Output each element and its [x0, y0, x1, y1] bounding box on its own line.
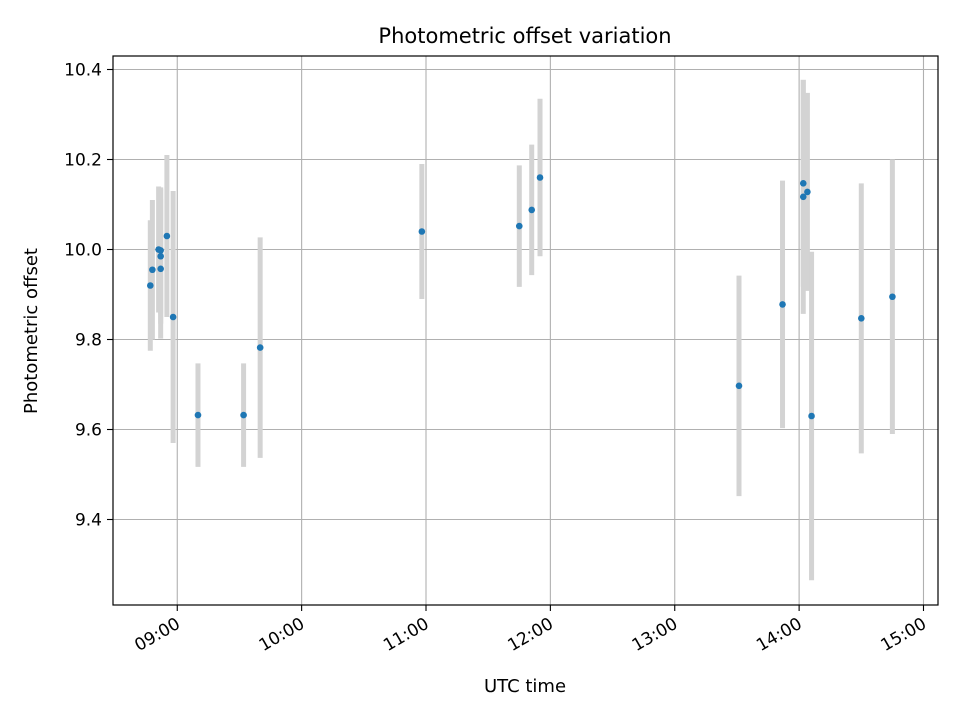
data-point: [157, 265, 164, 273]
y-tick-label: 9.4: [75, 511, 102, 531]
data-point: [536, 174, 544, 181]
chart-title: Photometric offset variation: [378, 24, 671, 48]
data-point: [779, 301, 786, 308]
data-point: [147, 282, 154, 289]
y-tick-label: 9.6: [75, 421, 102, 441]
plot-frame: [112, 55, 939, 606]
data-point: [889, 293, 896, 301]
data-point: [808, 412, 815, 420]
y-tick-label: 10.2: [64, 151, 102, 171]
data-point: [194, 411, 202, 419]
data-point: [149, 266, 156, 274]
data-point: [799, 180, 807, 187]
data-point: [515, 222, 523, 230]
data-point: [418, 228, 426, 235]
data-point: [157, 247, 164, 254]
data-point: [169, 313, 177, 321]
data-points: [147, 174, 896, 420]
x-axis-label: UTC time: [484, 676, 566, 697]
data-point: [528, 206, 536, 214]
data-point: [858, 315, 865, 322]
y-axis-ticks: 9.4 9.6 9.8 10.0 10.2 10.4: [64, 61, 113, 531]
data-point: [804, 188, 811, 196]
grid-lines: [113, 56, 938, 605]
y-tick-label: 10.4: [64, 61, 102, 81]
y-axis-label: Photometric offset: [21, 248, 42, 414]
data-point: [163, 232, 171, 240]
data-point: [157, 252, 164, 260]
y-tick-label: 10.0: [64, 241, 102, 261]
data-point: [735, 382, 743, 390]
y-tick-label: 9.8: [75, 331, 102, 351]
data-point: [799, 193, 807, 201]
data-point: [240, 411, 247, 419]
data-point: [256, 344, 264, 351]
